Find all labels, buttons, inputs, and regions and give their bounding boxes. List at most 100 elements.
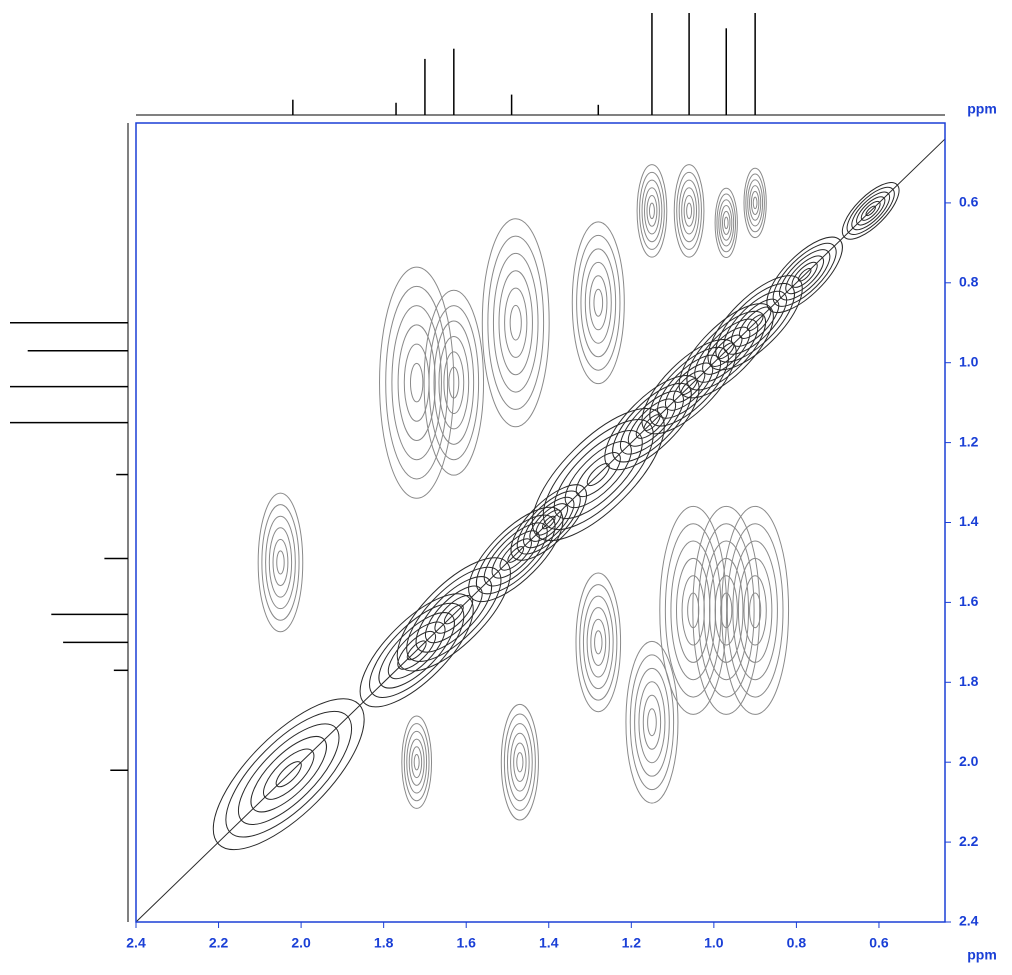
contour-line [625,640,679,804]
contour-line [629,654,675,791]
contour-line [737,557,773,663]
contour-line [542,419,654,531]
contour-line [409,362,424,403]
x-tick-label: 2.0 [291,935,311,951]
contour-line [483,522,548,587]
contour-line [509,304,522,341]
y-tick-label: 1.4 [959,513,979,529]
contour-line [642,694,662,750]
y-tick-label: 2.0 [959,753,979,769]
contour-line [636,164,668,258]
contour-line [766,236,843,314]
contour-line [750,190,760,215]
contour-line [584,261,612,344]
contour-line [722,210,731,235]
contour-line [641,179,663,243]
contour-line [716,193,737,253]
contour-line [401,715,433,809]
contour-line [720,205,733,241]
x-tick-label: 1.4 [539,935,559,951]
contour-line [649,346,729,427]
y-tick-label: 0.8 [959,274,979,290]
contour-line [369,602,465,698]
contour-line [503,713,536,811]
peak [500,703,539,821]
peak [379,266,455,499]
contour-line [779,249,831,301]
contour-line [438,335,470,430]
contour-line [745,173,765,233]
peak [636,164,668,258]
contour-line [676,171,702,250]
contour-line [261,504,300,621]
x-tick-label: 2.2 [209,935,229,951]
x-tick-label: 1.0 [704,935,724,951]
contour-line [646,194,658,227]
x-tick-label: 1.8 [374,935,394,951]
x-axis-label: ppm [967,947,997,963]
contour-line [747,179,764,227]
contour-line [531,408,665,542]
contour-line [443,351,465,414]
contour-line [408,738,425,786]
contour-line [571,221,625,385]
y-axis-label: ppm [967,101,997,117]
contour-line [686,310,767,391]
y-tick-label: 1.2 [959,433,979,449]
peak [625,640,679,804]
x-tick-label: 1.2 [622,935,642,951]
y-tick-label: 0.6 [959,194,979,210]
contour-line [428,305,480,461]
contour-line [648,202,655,220]
contour-line [359,593,474,708]
contour-line [841,182,900,240]
contour-line [593,288,604,317]
contour-line [433,320,475,445]
contour-line [686,202,693,220]
contour-line [481,218,550,428]
contour-line [406,730,428,794]
contour-line [385,285,449,480]
contour-line [506,723,533,802]
contour-line [272,538,289,587]
x-tick-label: 0.6 [869,935,889,951]
contour-line [673,164,705,258]
contour-line [707,275,803,371]
contour-line [703,540,750,681]
peak [714,187,738,259]
contour-line [749,592,762,629]
peak [401,715,433,809]
contour-line [683,194,695,227]
contour-line [721,505,790,715]
contour-line [510,732,530,792]
peak [673,164,705,258]
contour-line [639,171,665,250]
contour-line [678,303,774,399]
contour-line [423,289,485,476]
contour-line [265,515,296,610]
x-tick-label: 1.6 [456,935,476,951]
contour-line [715,282,795,363]
contour-line [772,242,837,307]
contour-line [492,252,539,393]
contour-line [634,667,670,777]
contour-line [403,723,430,802]
contour-area [136,138,945,922]
diagonal-ridge [136,138,945,922]
peak [575,572,622,713]
contour-line [586,607,610,678]
contour-line [589,275,608,331]
contour-line [475,514,556,595]
contour-line [575,572,622,713]
x-tick-label: 2.4 [126,935,146,951]
contour-line [647,708,657,737]
contour-line [697,523,755,698]
contour-line [846,186,895,235]
contour-line [397,324,436,441]
contour-line [720,592,733,629]
contour-line [406,566,502,663]
contour-line [582,595,614,690]
x-tick-label: 0.8 [787,935,807,951]
contour-line [714,187,738,259]
contour-line [225,710,353,838]
